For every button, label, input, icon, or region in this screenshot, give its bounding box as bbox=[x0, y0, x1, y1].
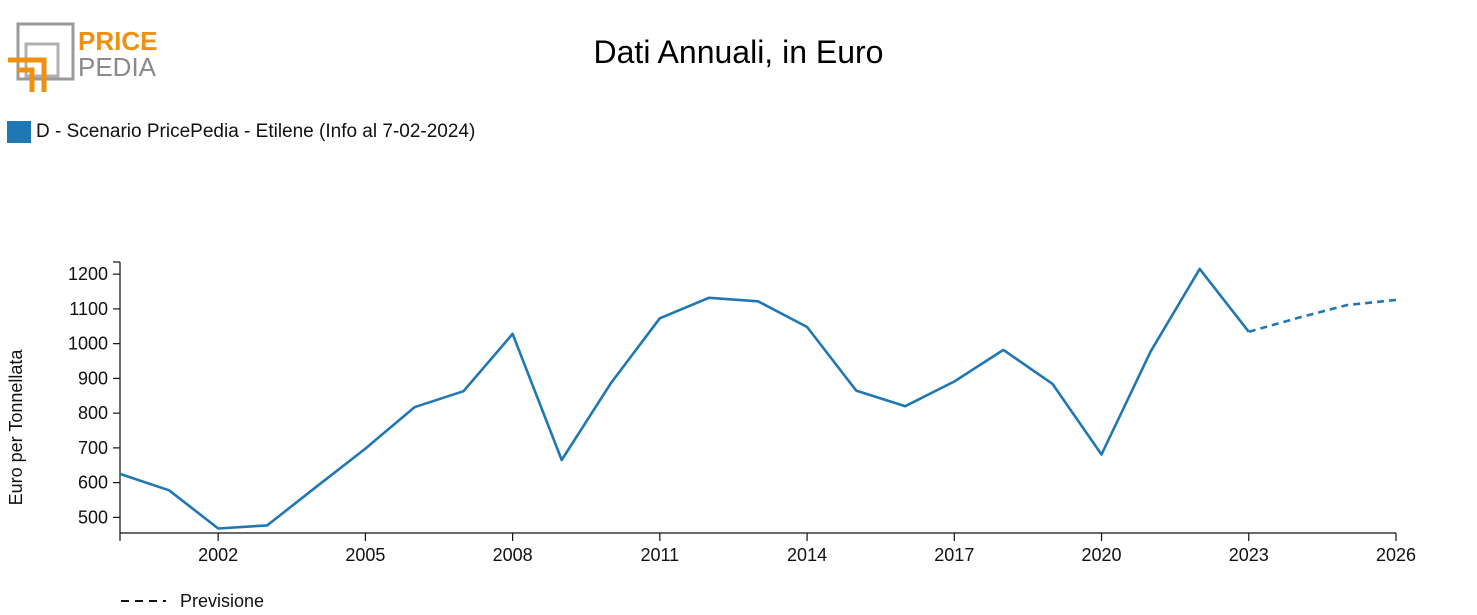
legend-swatch bbox=[7, 121, 31, 143]
x-tick-label: 2002 bbox=[198, 545, 238, 565]
forecast-series-line bbox=[1248, 298, 1397, 334]
axes: 500 600 700 800 900 1000 1100 1200 2002 2005 2008 2… bbox=[68, 261, 1416, 565]
x-tick-label: 2005 bbox=[345, 545, 385, 565]
y-tick-label: 1000 bbox=[68, 334, 108, 354]
x-tick-label: 2014 bbox=[787, 545, 827, 565]
series-layer bbox=[119, 267, 1397, 530]
logo-bracket-1 bbox=[8, 57, 47, 92]
y-tick-label: 600 bbox=[78, 473, 108, 493]
x-tick-label: 2026 bbox=[1376, 545, 1416, 565]
y-axis-title: Euro per Tonnellata bbox=[6, 349, 26, 506]
series-line bbox=[119, 267, 1250, 530]
x-tick-label: 2017 bbox=[934, 545, 974, 565]
logo-text-pedia: PEDIA bbox=[78, 52, 157, 82]
logo-text-price: PRICE bbox=[78, 26, 157, 56]
y-tick-label: 900 bbox=[78, 368, 108, 388]
chart-title: Dati Annuali, in Euro bbox=[593, 34, 884, 70]
y-tick-label: 800 bbox=[78, 403, 108, 423]
logo-bracket-2 bbox=[18, 67, 35, 92]
y-tick-label: 1100 bbox=[69, 299, 108, 319]
y-tick-label: 700 bbox=[78, 438, 108, 458]
legend-label: D - Scenario PricePedia - Etilene (Info … bbox=[36, 121, 476, 142]
y-tick-label: 500 bbox=[78, 507, 108, 527]
y-tick-label: 1200 bbox=[68, 264, 108, 284]
x-tick-label: 2020 bbox=[1082, 545, 1122, 565]
forecast-legend-label: Previsione bbox=[180, 591, 264, 611]
x-tick-label: 2008 bbox=[493, 545, 533, 565]
x-tick-label: 2023 bbox=[1229, 545, 1269, 565]
pricepedia-logo: PRICE PEDIA bbox=[8, 22, 157, 92]
x-tick-label: 2011 bbox=[640, 545, 679, 565]
legend[interactable]: D - Scenario PricePedia - Etilene (Info … bbox=[7, 121, 475, 143]
